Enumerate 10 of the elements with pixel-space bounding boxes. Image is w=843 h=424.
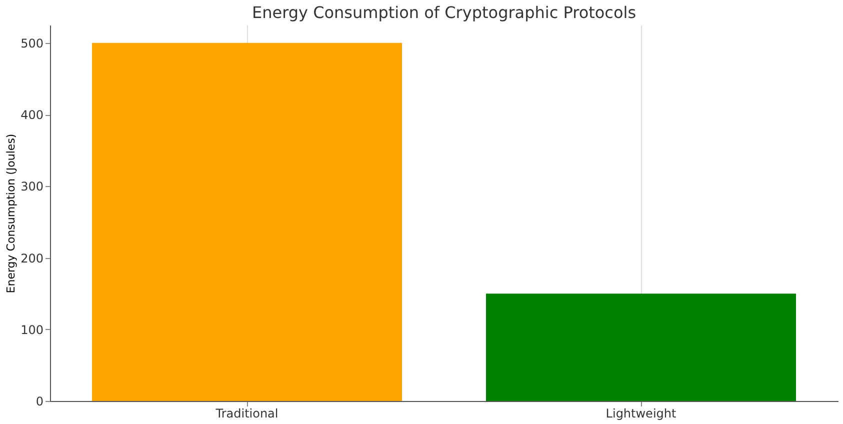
y-tick-label: 100 — [20, 322, 44, 337]
x-tick-label: Traditional — [214, 406, 278, 420]
y-axis-title: Energy Consumption (Joules) — [4, 134, 18, 294]
y-tick-label: 0 — [36, 394, 44, 408]
y-tick-label: 200 — [20, 251, 44, 266]
y-tick-label: 500 — [20, 36, 44, 50]
x-tick-label: Lightweight — [606, 406, 676, 420]
y-tick-label: 300 — [20, 180, 44, 194]
chart-title: Energy Consumption of Cryptographic Protocols — [252, 3, 636, 22]
y-tick-label: 400 — [20, 108, 44, 122]
